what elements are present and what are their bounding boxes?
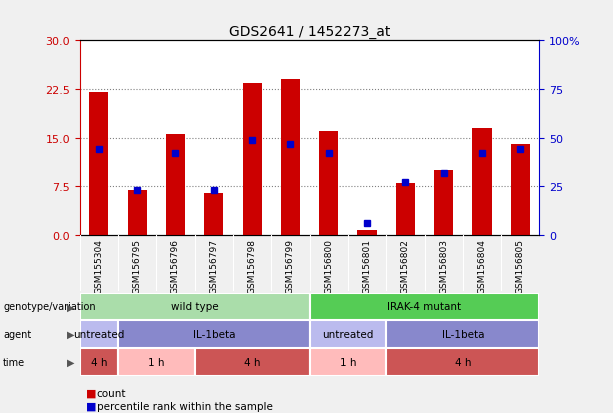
- Text: 4 h: 4 h: [91, 357, 107, 367]
- Bar: [128, 190, 147, 235]
- Text: GSM156805: GSM156805: [516, 238, 525, 293]
- Text: ■: ■: [86, 401, 96, 411]
- Text: agent: agent: [3, 329, 31, 339]
- Text: percentile rank within the sample: percentile rank within the sample: [97, 401, 273, 411]
- Text: GSM156797: GSM156797: [209, 238, 218, 293]
- Text: GSM156804: GSM156804: [478, 238, 487, 293]
- Title: GDS2641 / 1452273_at: GDS2641 / 1452273_at: [229, 25, 390, 39]
- Text: GSM156795: GSM156795: [132, 238, 142, 293]
- Bar: [80, 293, 310, 320]
- Text: untreated: untreated: [73, 329, 124, 339]
- Bar: [357, 230, 376, 235]
- Text: 1 h: 1 h: [340, 357, 356, 367]
- Text: untreated: untreated: [322, 329, 373, 339]
- Bar: [166, 135, 185, 235]
- Bar: [434, 171, 453, 235]
- Bar: [310, 320, 386, 348]
- Text: 4 h: 4 h: [244, 357, 261, 367]
- Bar: [204, 193, 223, 235]
- Text: 1 h: 1 h: [148, 357, 164, 367]
- Text: GSM156801: GSM156801: [362, 238, 371, 293]
- Bar: [80, 348, 118, 376]
- Bar: [386, 348, 539, 376]
- Bar: [511, 145, 530, 235]
- Bar: [89, 93, 109, 235]
- Text: genotype/variation: genotype/variation: [3, 301, 96, 312]
- Bar: [80, 320, 118, 348]
- Bar: [118, 348, 195, 376]
- Bar: [319, 132, 338, 235]
- Bar: [195, 348, 310, 376]
- Bar: [396, 184, 415, 235]
- Text: GSM156800: GSM156800: [324, 238, 333, 293]
- Text: ▶: ▶: [67, 357, 75, 367]
- Text: IRAK-4 mutant: IRAK-4 mutant: [387, 301, 462, 312]
- Text: 4 h: 4 h: [455, 357, 471, 367]
- Text: ▶: ▶: [67, 301, 75, 312]
- Text: GSM155304: GSM155304: [94, 238, 104, 293]
- Text: GSM156802: GSM156802: [401, 238, 410, 293]
- Bar: [310, 348, 386, 376]
- Text: GSM156799: GSM156799: [286, 238, 295, 293]
- Bar: [386, 320, 539, 348]
- Bar: [243, 83, 262, 235]
- Text: IL-1beta: IL-1beta: [192, 329, 235, 339]
- Text: count: count: [97, 388, 126, 398]
- Text: GSM156796: GSM156796: [171, 238, 180, 293]
- Text: GSM156803: GSM156803: [439, 238, 448, 293]
- Bar: [281, 80, 300, 235]
- Bar: [473, 129, 492, 235]
- Text: time: time: [3, 357, 25, 367]
- Text: IL-1beta: IL-1beta: [441, 329, 484, 339]
- Text: ▶: ▶: [67, 329, 75, 339]
- Text: GSM156798: GSM156798: [248, 238, 257, 293]
- Text: wild type: wild type: [171, 301, 218, 312]
- Text: ■: ■: [86, 388, 96, 398]
- Bar: [310, 293, 539, 320]
- Bar: [118, 320, 310, 348]
